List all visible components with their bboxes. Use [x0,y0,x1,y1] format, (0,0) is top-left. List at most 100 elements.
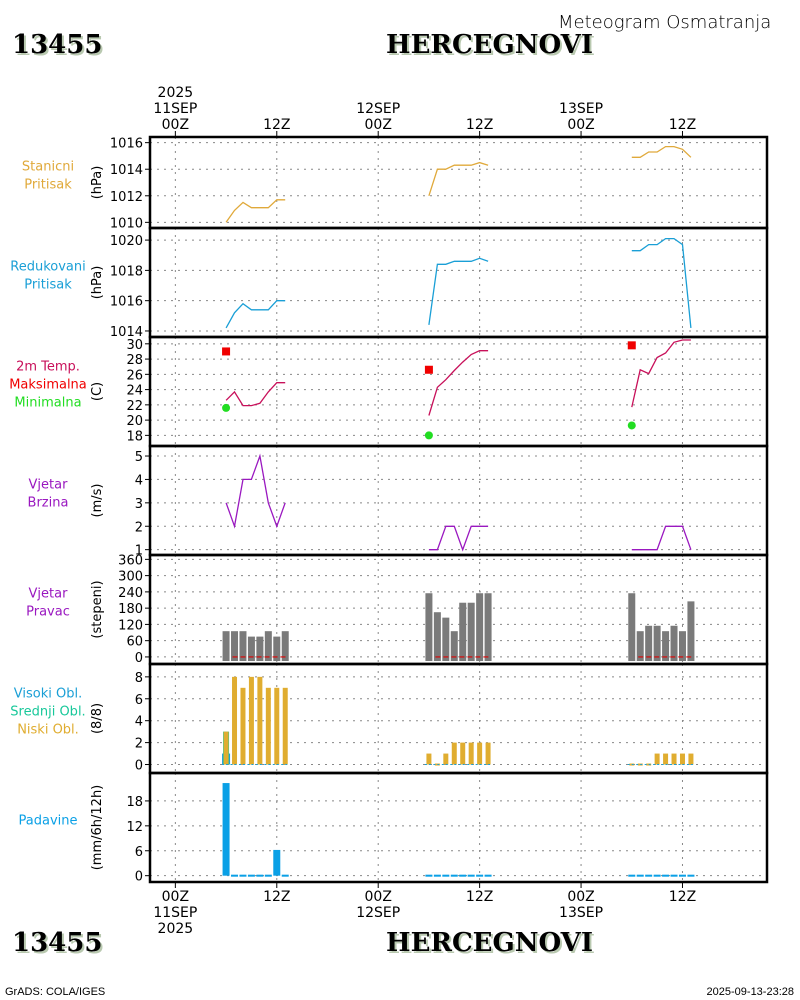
y-tick-label: 30 [126,338,143,353]
cloud-low-bar [460,742,466,765]
y-tick-label: 18 [126,429,143,444]
min-temp-marker [424,431,433,440]
y-tick-label: 1014 [110,163,143,178]
panel-title-line: Niski Obl. [17,723,79,738]
series-line-vjetar_brzina [428,525,489,552]
cloud-low-bar [663,753,669,765]
panel-title-line: Vjetar [29,587,69,602]
panel-title-line: Pritisak [24,278,72,293]
y-tick-label: 120 [118,618,143,633]
precip-bar [645,874,653,877]
panel-title-line: Srednji Obl. [10,705,85,720]
y-tick-label: 5 [135,450,143,465]
y-tick-label: 6 [135,693,143,708]
precip-bar [476,874,484,877]
y-tick-label: 60 [126,635,143,650]
max-temp-marker [222,347,231,356]
min-temp-marker [627,421,636,430]
precip-bar [459,874,467,877]
x-tick-label-top: 00Z [162,117,189,133]
y-tick-label: 24 [126,384,143,399]
precip-bar [653,874,661,877]
y-tick-label: 1012 [110,190,143,205]
y-tick-label: 1 [135,544,143,559]
direction-bar [247,636,255,661]
panel-frame [148,771,769,884]
min-temp-marker [222,403,231,412]
y-tick-label: 240 [118,586,143,601]
y-axis-label: (m/s) [90,484,105,518]
panel-title-line: Padavine [19,814,78,829]
direction-bar [442,617,450,661]
x-tick-label-bottom: 12Z [263,889,290,905]
series-line-temperatura [631,339,691,408]
direction-bar [222,631,230,661]
direction-bar [231,631,239,661]
x-tick-label-top: 00Z [365,117,392,133]
precip-bar [484,874,492,877]
precip-bar [273,849,281,876]
precip-bar [442,874,450,877]
cloud-low-bar [477,742,483,765]
y-tick-label: 0 [135,759,143,774]
cloud-low-bar [282,687,288,765]
direction-bar [281,631,289,661]
panel-title-line: 2m Temp. [16,360,80,375]
direction-bar [678,631,686,661]
cloud-low-bar [257,676,263,765]
y-tick-label: 26 [126,368,143,383]
precip-bar [247,874,255,877]
direction-bar [645,625,653,661]
panel-frame [148,226,769,339]
y-tick-label: 180 [118,602,143,617]
direction-bar [433,612,441,661]
x-tick-label-bottom: 12Z [669,889,696,905]
panel-stanicni: 1010 1012 1014 1016 (hPa) Stanicni Pritisak [22,135,769,231]
precip-bar [222,783,230,876]
panel-title-line: Stanicni [22,160,74,175]
y-tick-label: 20 [126,414,143,429]
direction-bar [628,593,636,661]
y-tick-label: 1018 [110,264,143,279]
precip-bar [281,874,289,877]
x-tick-label-bottom: 00Z [567,889,594,905]
cloud-low-bar [443,753,449,765]
series-line-redukovani [225,300,286,329]
direction-bar [467,602,475,661]
cloud-low-bar [654,753,660,765]
direction-bar [636,631,644,661]
precip-bar [433,874,441,877]
y-tick-label: 4 [135,473,143,488]
panel-title-line: Vjetar [29,478,69,493]
y-axis-label: (C) [90,382,105,401]
series-line-redukovani [631,237,692,328]
direction-bar [476,593,484,661]
cloud-low-bar [485,742,491,765]
y-tick-label: 2 [135,737,143,752]
precip-bar [450,874,458,877]
panel-title-line: Visoki Obl. [14,687,82,702]
x-tick-label-bottom: 11SEP [153,905,197,921]
y-axis-label: (hPa) [90,166,105,200]
x-tick-label-top: 12Z [669,117,696,133]
direction-bar [425,593,433,661]
series-line-temperatura [428,350,489,416]
cloud-low-bar [232,676,238,765]
x-tick-label-top: 00Z [567,117,594,133]
panel-title-line: Maksimalna [9,378,87,393]
y-tick-label: 6 [135,845,143,860]
series-line-vjetar_brzina [631,525,692,551]
panel-title-line: Redukovani [10,260,85,275]
direction-bar [662,631,670,661]
series-line-stanicni [225,199,286,223]
timestamp-text: 2025-09-13-23:28 [706,986,794,998]
x-tick-label-bottom: 12SEP [356,905,400,921]
direction-bar [459,602,467,661]
max-temp-marker [627,341,636,350]
panel-title-line: Brzina [28,496,69,511]
precip-bar [256,874,264,877]
panel-title-line: Minimalna [14,396,81,411]
series-line-redukovani [428,257,489,325]
x-tick-label-top: 12Z [466,117,493,133]
